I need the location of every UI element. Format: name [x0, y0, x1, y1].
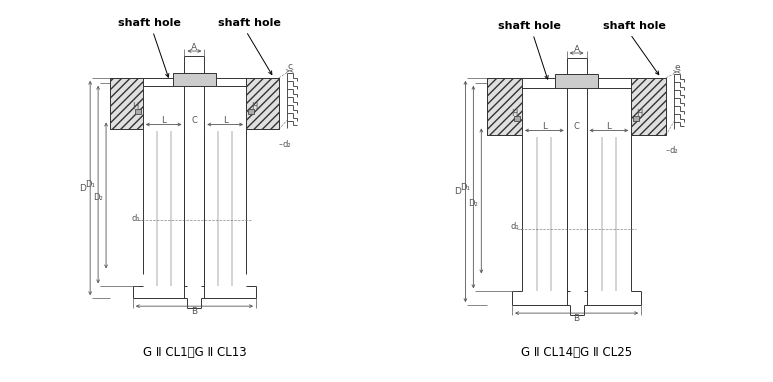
Bar	[135, 109, 141, 114]
Text: D₂: D₂	[468, 199, 478, 208]
Bar	[110, 78, 143, 129]
Text: G Ⅱ CL14～G Ⅱ CL25: G Ⅱ CL14～G Ⅱ CL25	[521, 346, 632, 359]
Bar	[514, 116, 520, 121]
Text: H: H	[636, 108, 642, 118]
Text: B: B	[574, 314, 580, 322]
Bar	[632, 78, 666, 135]
Text: d₁: d₁	[510, 222, 519, 231]
Text: shaft hole: shaft hole	[603, 21, 666, 31]
Text: B: B	[192, 307, 197, 316]
Text: d₂: d₂	[283, 140, 291, 149]
Text: d₁: d₁	[131, 214, 140, 223]
Text: H: H	[511, 108, 517, 118]
Text: H: H	[250, 102, 257, 110]
Text: e: e	[674, 63, 679, 73]
Text: c: c	[288, 62, 292, 71]
Text: d₂: d₂	[670, 146, 679, 155]
Text: shaft hole: shaft hole	[118, 18, 181, 28]
Bar	[555, 74, 598, 88]
Text: C: C	[192, 116, 197, 125]
Text: D: D	[80, 183, 87, 193]
Bar	[246, 78, 279, 129]
Bar	[172, 73, 216, 86]
Text: H: H	[131, 102, 138, 110]
Text: D₂: D₂	[94, 193, 103, 202]
Bar	[633, 116, 639, 121]
Text: D: D	[455, 187, 461, 196]
Text: shaft hole: shaft hole	[498, 21, 560, 31]
Text: shaft hole: shaft hole	[217, 18, 281, 28]
Bar	[487, 78, 522, 135]
Text: L: L	[161, 116, 166, 125]
Text: A: A	[192, 42, 197, 52]
Text: C: C	[574, 122, 580, 131]
Text: G Ⅱ CL1～G Ⅱ CL13: G Ⅱ CL1～G Ⅱ CL13	[142, 346, 247, 359]
Text: A: A	[574, 45, 580, 53]
Text: L: L	[223, 116, 228, 125]
Text: L: L	[606, 122, 611, 131]
Text: L: L	[542, 122, 547, 131]
Text: D₁: D₁	[461, 183, 471, 191]
Bar	[248, 109, 254, 114]
Text: D₁: D₁	[85, 180, 95, 189]
